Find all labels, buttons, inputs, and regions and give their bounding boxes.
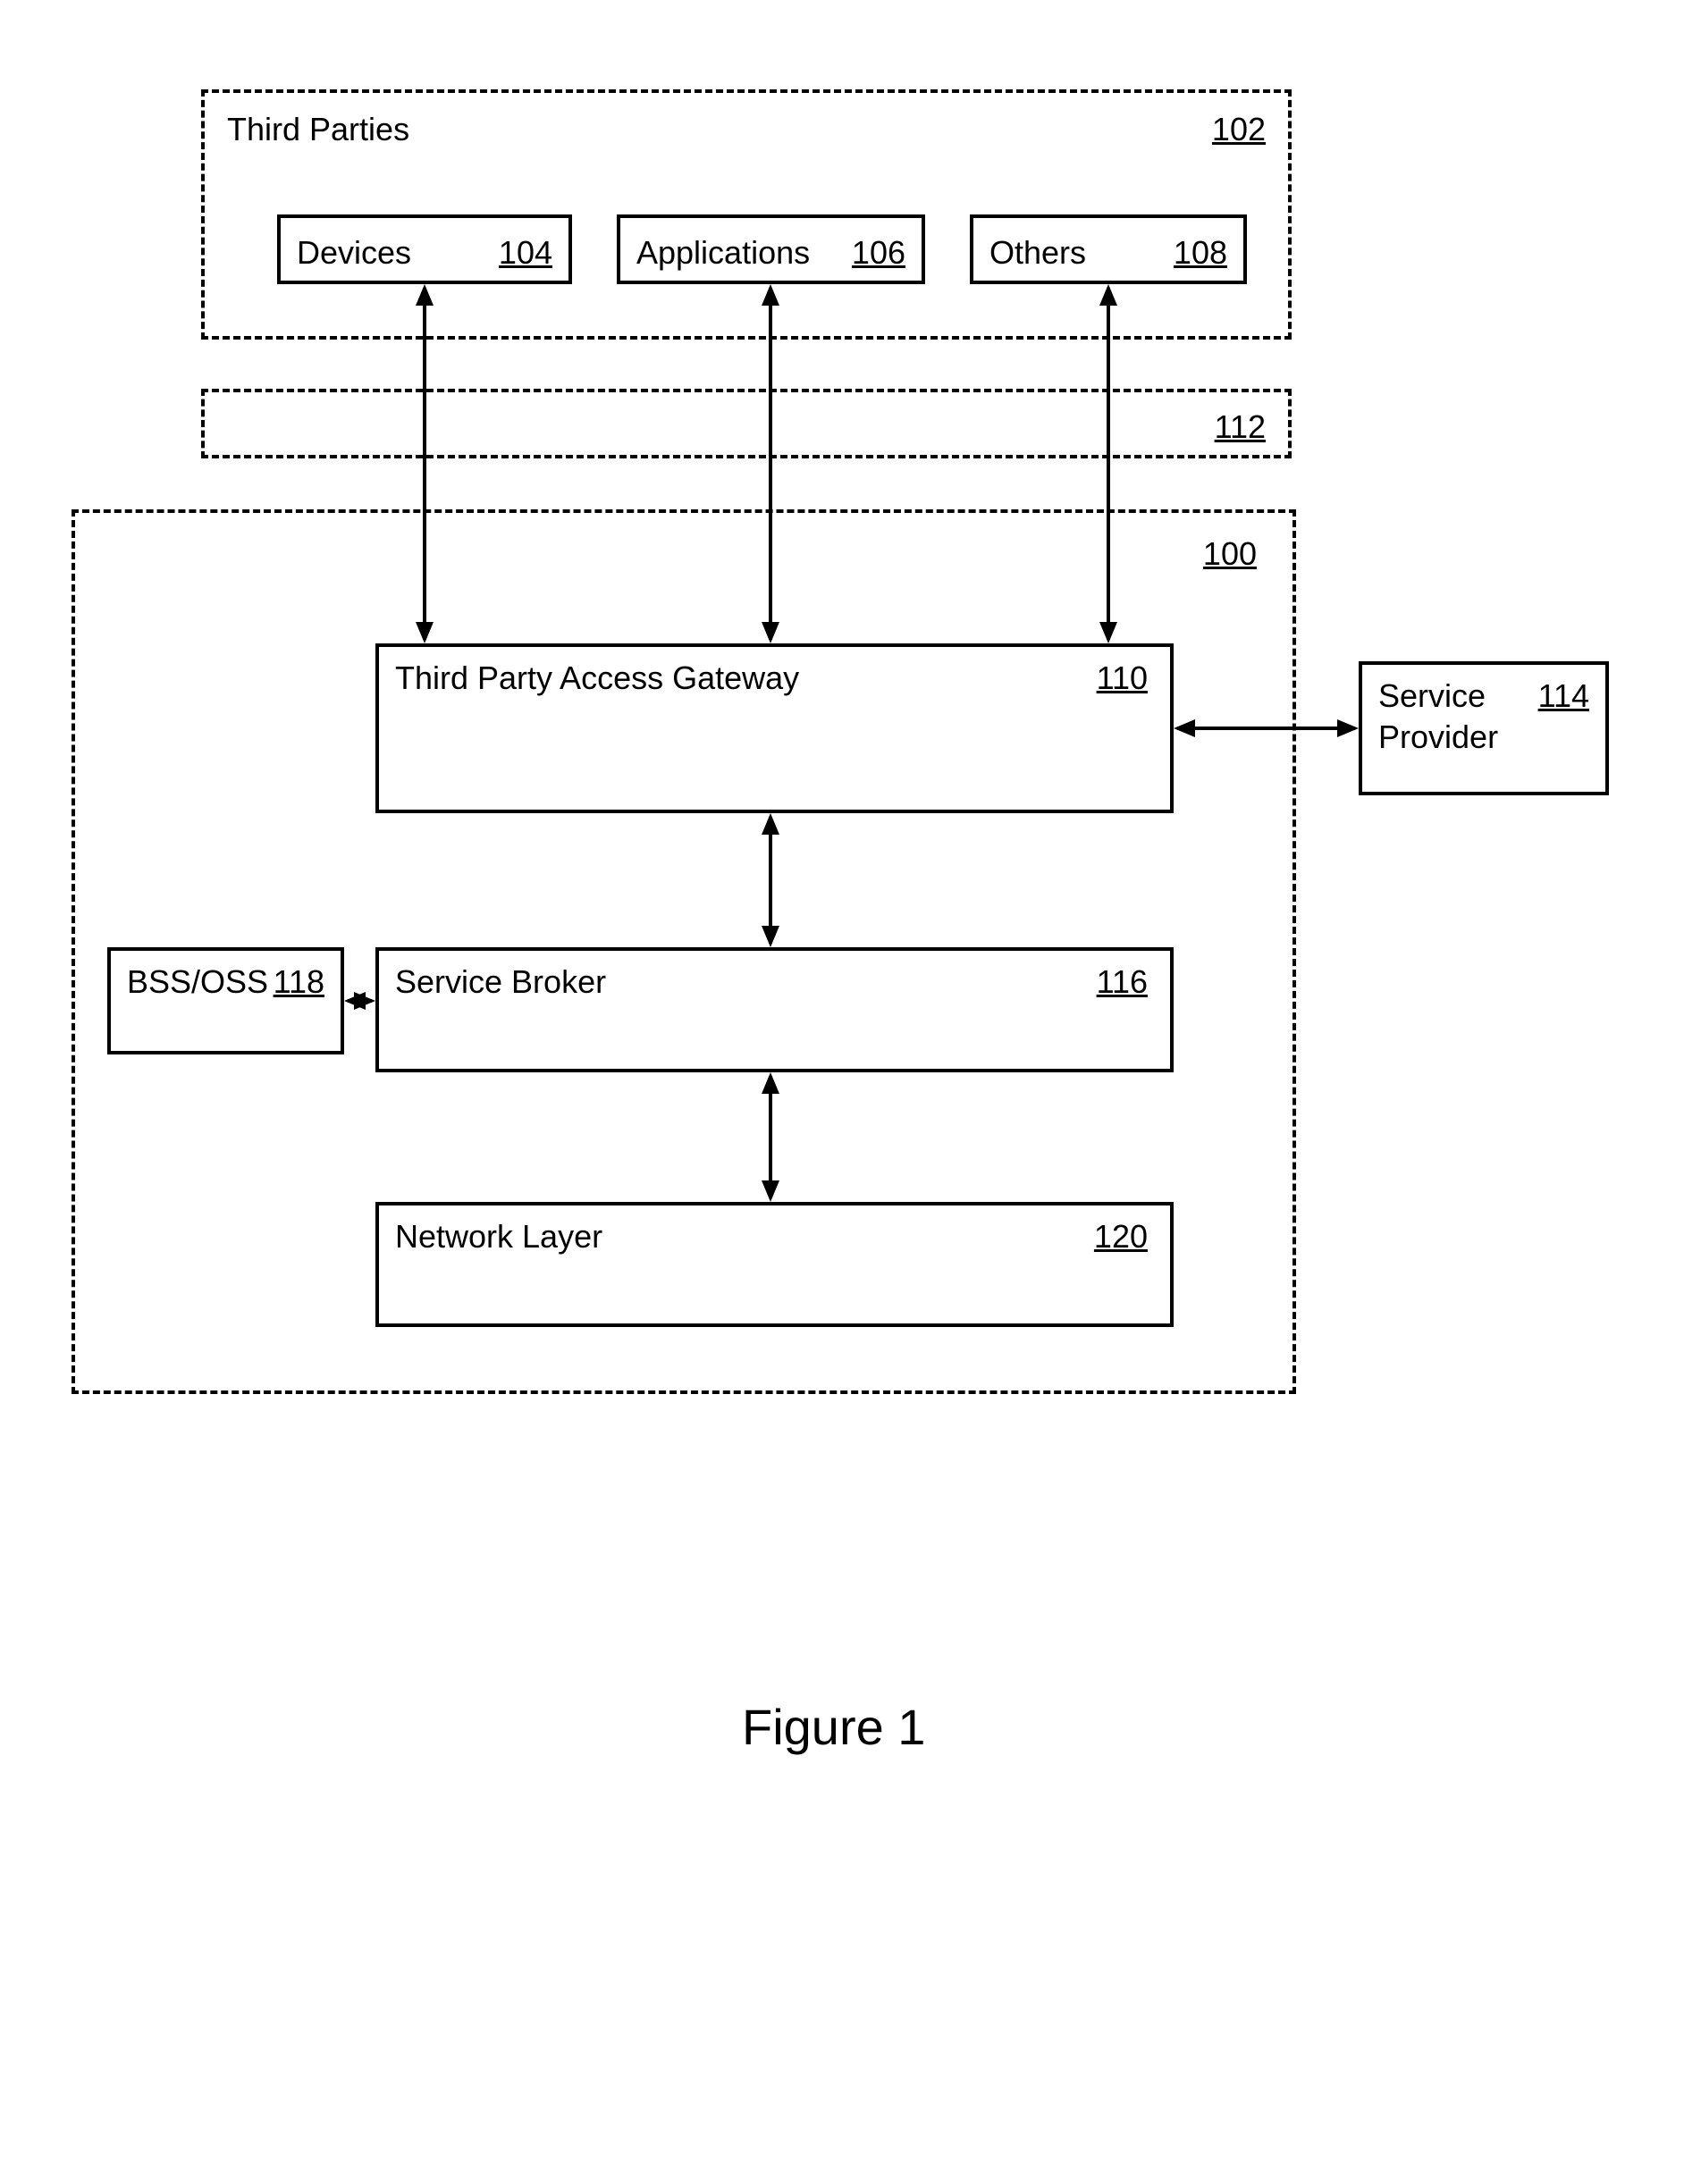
main-system-ref: 100 bbox=[1203, 535, 1257, 573]
service-provider-label1: Service bbox=[1378, 677, 1486, 715]
empty-band-ref: 112 bbox=[1215, 408, 1266, 446]
service-broker-ref: 116 bbox=[1097, 963, 1148, 1001]
service-broker-box: Service Broker 116 bbox=[375, 947, 1174, 1072]
devices-label: Devices bbox=[297, 234, 411, 272]
others-box: Others 108 bbox=[970, 214, 1247, 284]
empty-band-container: 112 bbox=[201, 389, 1292, 458]
network-layer-label: Network Layer bbox=[395, 1218, 602, 1256]
third-parties-label: Third Parties bbox=[227, 111, 409, 148]
bss-oss-box: BSS/OSS 118 bbox=[107, 947, 344, 1054]
service-provider-box: Service 114 Provider bbox=[1359, 661, 1609, 795]
applications-label: Applications bbox=[636, 234, 810, 272]
devices-box: Devices 104 bbox=[277, 214, 572, 284]
bss-oss-ref: 118 bbox=[274, 963, 324, 1001]
service-provider-ref: 114 bbox=[1538, 677, 1589, 715]
bss-oss-label: BSS/OSS bbox=[127, 963, 268, 1001]
diagram-container: Third Parties 102 Devices 104 Applicatio… bbox=[0, 0, 1684, 2184]
applications-box: Applications 106 bbox=[617, 214, 925, 284]
figure-caption: Figure 1 bbox=[742, 1698, 925, 1756]
service-broker-label: Service Broker bbox=[395, 963, 606, 1001]
service-provider-label2: Provider bbox=[1378, 718, 1498, 756]
third-parties-ref: 102 bbox=[1212, 111, 1266, 148]
network-layer-box: Network Layer 120 bbox=[375, 1202, 1174, 1327]
applications-ref: 106 bbox=[852, 234, 905, 272]
others-label: Others bbox=[989, 234, 1086, 272]
others-ref: 108 bbox=[1174, 234, 1227, 272]
gateway-label: Third Party Access Gateway bbox=[395, 659, 799, 697]
network-layer-ref: 120 bbox=[1094, 1218, 1148, 1256]
gateway-box: Third Party Access Gateway 110 bbox=[375, 643, 1174, 813]
gateway-ref: 110 bbox=[1097, 659, 1148, 697]
devices-ref: 104 bbox=[499, 234, 552, 272]
